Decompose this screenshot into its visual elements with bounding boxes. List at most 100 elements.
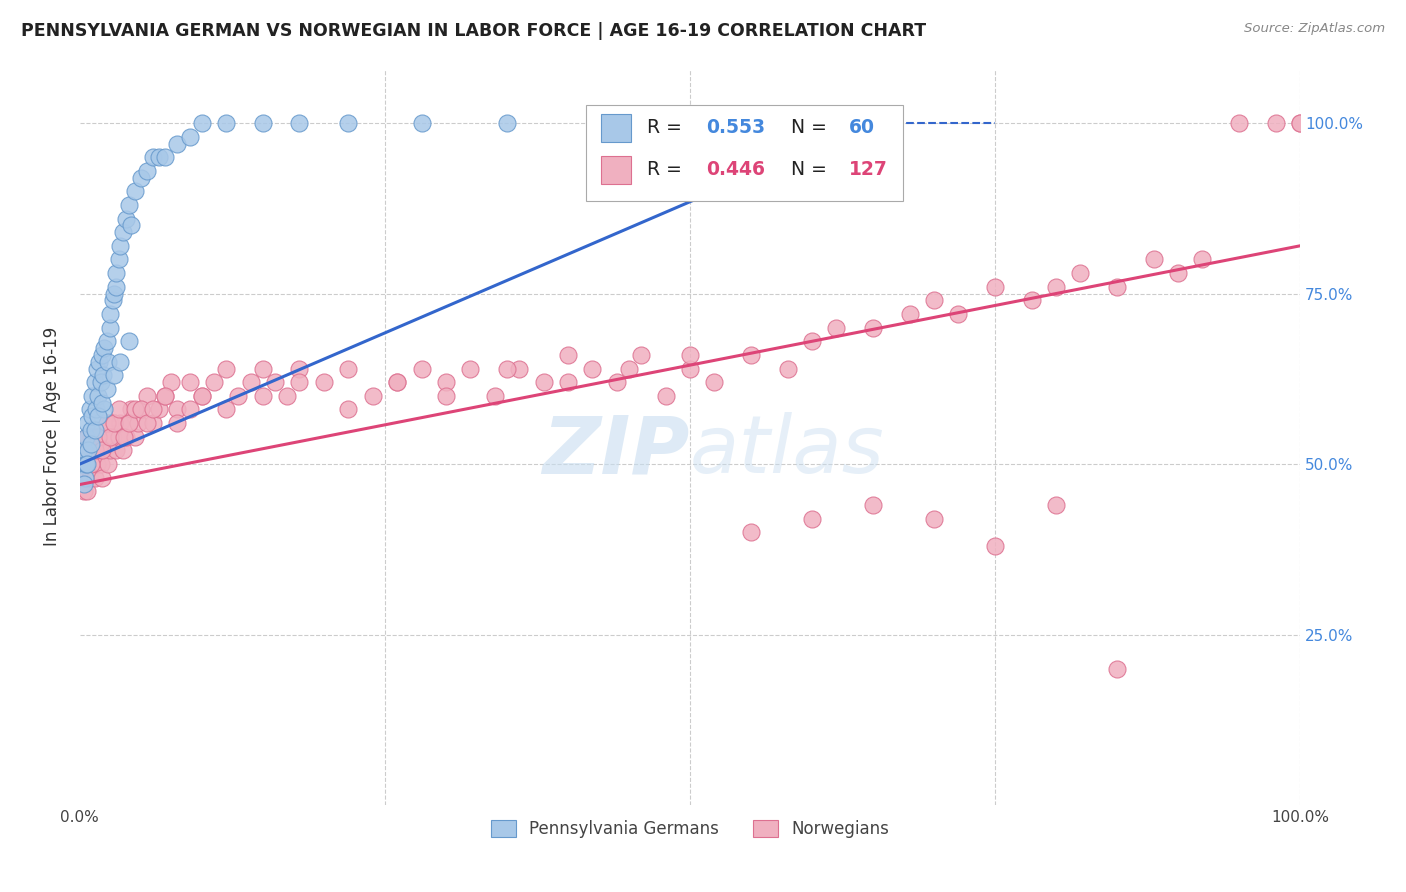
Point: [148, 150, 170, 164]
Point: [385, 375, 408, 389]
Point: [129, 402, 152, 417]
Point: [800, 334, 823, 349]
Point: [484, 389, 506, 403]
Point: [337, 116, 360, 130]
Point: [496, 116, 519, 130]
Point: [776, 361, 799, 376]
Point: [288, 361, 311, 376]
Point: [87, 430, 110, 444]
Point: [800, 511, 823, 525]
Point: [76, 430, 98, 444]
Legend: Pennsylvania Germans, Norwegians: Pennsylvania Germans, Norwegians: [485, 813, 896, 845]
Point: [337, 361, 360, 376]
Point: [142, 402, 165, 417]
Point: [155, 389, 177, 403]
Point: [1289, 116, 1312, 130]
Point: [654, 389, 676, 403]
Point: [155, 150, 177, 164]
Point: [118, 416, 141, 430]
Point: [75, 457, 97, 471]
Point: [191, 116, 214, 130]
Point: [191, 389, 214, 403]
Point: [434, 375, 457, 389]
Point: [80, 457, 103, 471]
Point: [385, 375, 408, 389]
Point: [557, 348, 579, 362]
Point: [105, 279, 128, 293]
Point: [288, 375, 311, 389]
Point: [166, 402, 188, 417]
Point: [87, 389, 110, 403]
Point: [90, 471, 112, 485]
Point: [115, 430, 138, 444]
Point: [96, 382, 118, 396]
Point: [118, 334, 141, 349]
Point: [166, 136, 188, 151]
Point: [80, 409, 103, 424]
Point: [337, 402, 360, 417]
Point: [252, 389, 274, 403]
Point: [89, 355, 111, 369]
Point: [984, 279, 1007, 293]
Point: [108, 430, 131, 444]
Point: [142, 416, 165, 430]
Point: [100, 430, 122, 444]
Point: [84, 430, 107, 444]
Point: [75, 457, 97, 471]
Point: [136, 163, 159, 178]
Point: [72, 457, 94, 471]
Point: [679, 348, 702, 362]
Point: [202, 375, 225, 389]
Point: [103, 416, 125, 430]
Point: [124, 184, 146, 198]
Point: [679, 361, 702, 376]
Point: [79, 402, 101, 417]
Text: R =: R =: [647, 119, 688, 137]
Point: [93, 402, 115, 417]
Point: [740, 348, 762, 362]
Point: [288, 116, 311, 130]
Point: [179, 129, 201, 144]
Point: [72, 443, 94, 458]
Point: [179, 375, 201, 389]
Point: [77, 443, 100, 458]
Text: N =: N =: [779, 161, 832, 179]
Point: [80, 443, 103, 458]
Point: [108, 416, 131, 430]
Point: [118, 198, 141, 212]
Point: [825, 320, 848, 334]
Point: [129, 170, 152, 185]
Point: [90, 443, 112, 458]
Text: 0.446: 0.446: [706, 161, 765, 179]
Point: [83, 471, 105, 485]
Point: [100, 307, 122, 321]
Point: [948, 307, 970, 321]
Point: [83, 423, 105, 437]
Point: [90, 457, 112, 471]
Point: [922, 293, 945, 308]
Text: atlas: atlas: [690, 412, 884, 491]
Point: [90, 348, 112, 362]
Point: [90, 375, 112, 389]
Point: [434, 389, 457, 403]
Point: [215, 116, 238, 130]
Point: [460, 361, 482, 376]
Point: [124, 402, 146, 417]
Bar: [600, 156, 631, 184]
Point: [1069, 266, 1091, 280]
Point: [740, 525, 762, 540]
Point: [703, 375, 725, 389]
Point: [124, 430, 146, 444]
Point: [97, 355, 120, 369]
Point: [252, 361, 274, 376]
Point: [79, 471, 101, 485]
Point: [361, 389, 384, 403]
Point: [1105, 279, 1128, 293]
Point: [87, 409, 110, 424]
Point: [103, 286, 125, 301]
Point: [1045, 279, 1067, 293]
Point: [111, 225, 134, 239]
Point: [264, 375, 287, 389]
Point: [111, 443, 134, 458]
Point: [252, 116, 274, 130]
